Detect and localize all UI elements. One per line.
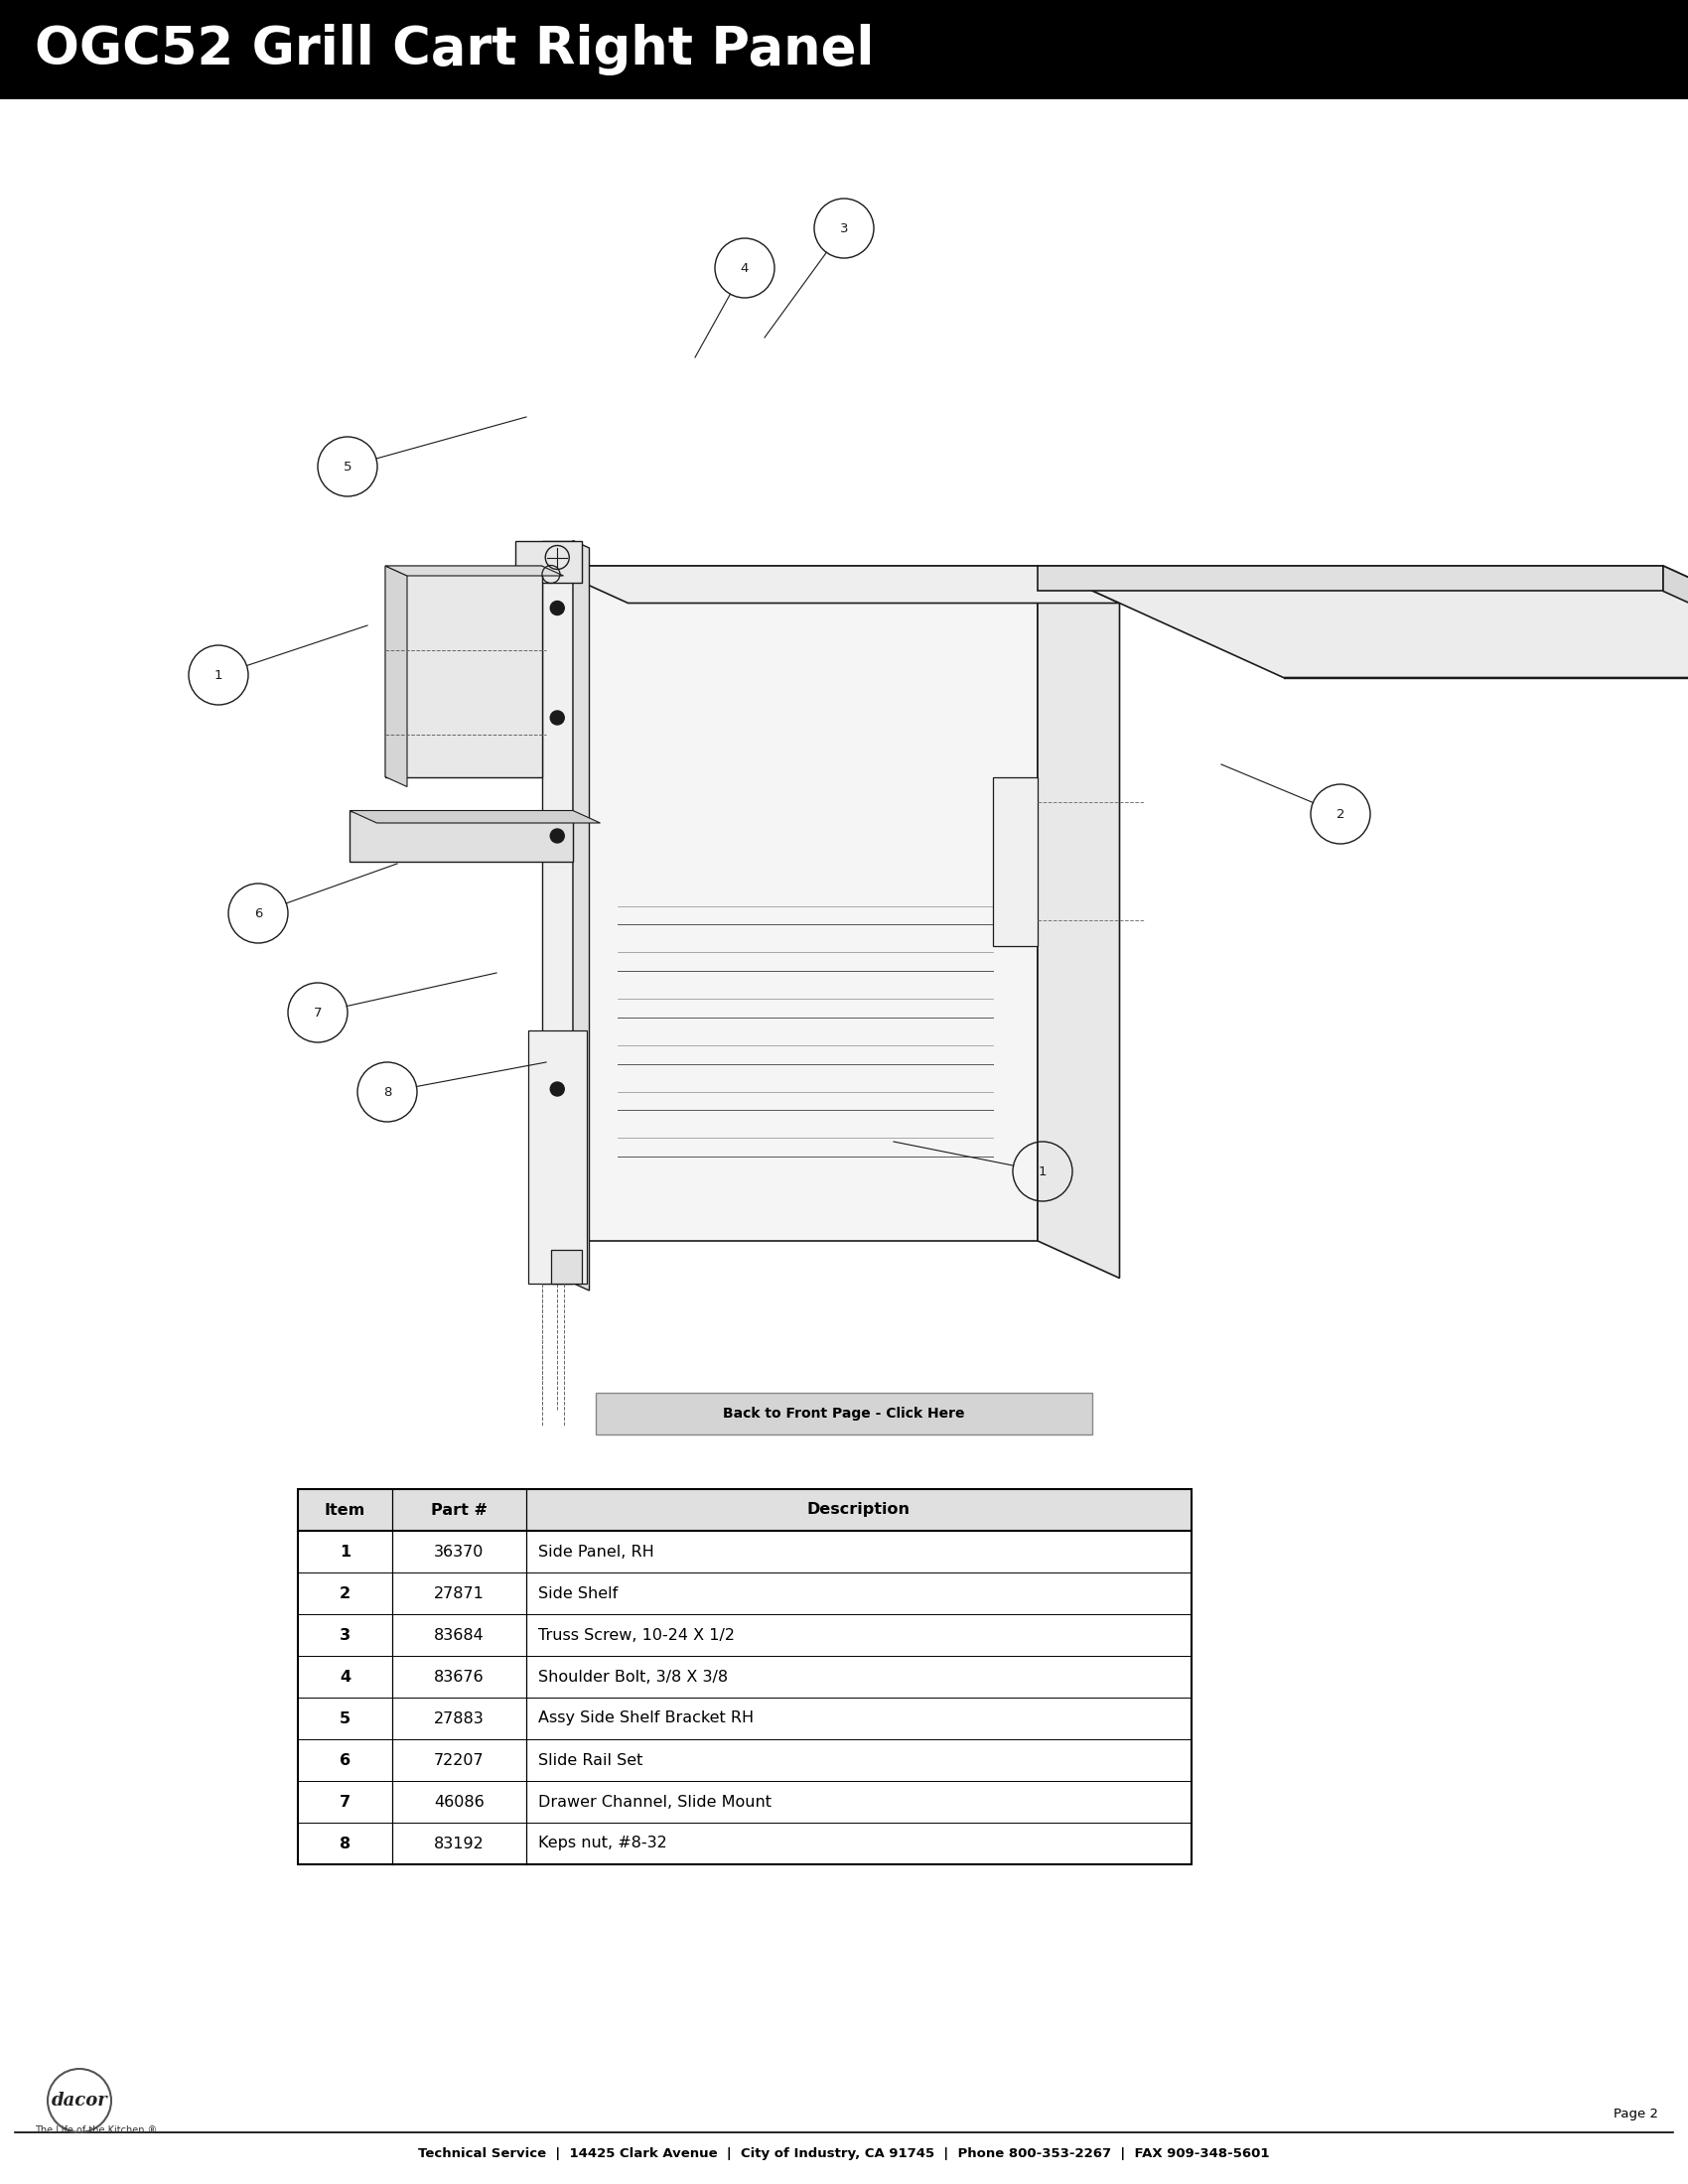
Text: 6: 6 bbox=[253, 906, 262, 919]
Text: 83192: 83192 bbox=[434, 1837, 484, 1852]
Text: 83684: 83684 bbox=[434, 1627, 484, 1642]
Polygon shape bbox=[1038, 566, 1663, 592]
Text: 5: 5 bbox=[343, 461, 351, 474]
Polygon shape bbox=[547, 566, 1038, 1241]
Text: Part #: Part # bbox=[430, 1503, 488, 1518]
Polygon shape bbox=[572, 542, 589, 1291]
Text: 4: 4 bbox=[339, 1669, 351, 1684]
Bar bbox=[297, 1738, 1192, 1780]
Bar bbox=[297, 1489, 1192, 1865]
Text: 6: 6 bbox=[339, 1752, 351, 1767]
Polygon shape bbox=[1038, 566, 1688, 677]
Text: 36370: 36370 bbox=[434, 1544, 484, 1559]
Text: 3: 3 bbox=[339, 1627, 351, 1642]
Text: Keps nut, #8-32: Keps nut, #8-32 bbox=[538, 1837, 667, 1852]
Bar bbox=[297, 1572, 1192, 1614]
Bar bbox=[0, 0, 1688, 98]
Text: 2: 2 bbox=[1337, 808, 1345, 821]
Text: The Life of the Kitchen.®: The Life of the Kitchen.® bbox=[35, 2125, 157, 2136]
Bar bbox=[297, 1614, 1192, 1655]
Polygon shape bbox=[993, 778, 1038, 946]
Text: Truss Screw, 10-24 X 1/2: Truss Screw, 10-24 X 1/2 bbox=[538, 1627, 734, 1642]
Polygon shape bbox=[1038, 566, 1119, 1278]
Text: 1: 1 bbox=[339, 1544, 351, 1559]
Text: 1: 1 bbox=[214, 668, 223, 681]
Polygon shape bbox=[385, 566, 564, 577]
Circle shape bbox=[550, 830, 564, 843]
Text: 8: 8 bbox=[339, 1837, 351, 1852]
Text: Shoulder Bolt, 3/8 X 3/8: Shoulder Bolt, 3/8 X 3/8 bbox=[538, 1669, 728, 1684]
Polygon shape bbox=[349, 810, 601, 823]
Text: 27883: 27883 bbox=[434, 1710, 484, 1725]
Text: Assy Side Shelf Bracket RH: Assy Side Shelf Bracket RH bbox=[538, 1710, 755, 1725]
Text: 5: 5 bbox=[339, 1710, 351, 1725]
Polygon shape bbox=[349, 810, 572, 860]
Text: Page 2: Page 2 bbox=[1614, 2108, 1658, 2121]
Polygon shape bbox=[547, 566, 1119, 603]
Text: Side Shelf: Side Shelf bbox=[538, 1586, 618, 1601]
Bar bbox=[297, 1489, 1192, 1531]
Text: OGC52 Grill Cart Right Panel: OGC52 Grill Cart Right Panel bbox=[35, 24, 874, 76]
Bar bbox=[297, 1780, 1192, 1824]
Text: 83676: 83676 bbox=[434, 1669, 484, 1684]
Text: 27871: 27871 bbox=[434, 1586, 484, 1601]
Text: Back to Front Page - Click Here: Back to Front Page - Click Here bbox=[722, 1406, 966, 1420]
Circle shape bbox=[550, 1081, 564, 1096]
Text: Description: Description bbox=[807, 1503, 910, 1518]
Polygon shape bbox=[528, 1031, 586, 1284]
Bar bbox=[297, 1655, 1192, 1697]
Text: 7: 7 bbox=[339, 1795, 351, 1808]
Text: Side Panel, RH: Side Panel, RH bbox=[538, 1544, 655, 1559]
Polygon shape bbox=[1663, 566, 1688, 703]
Text: dacor: dacor bbox=[51, 2092, 108, 2110]
Polygon shape bbox=[515, 542, 582, 583]
Text: 4: 4 bbox=[741, 262, 749, 275]
Text: Slide Rail Set: Slide Rail Set bbox=[538, 1752, 643, 1767]
Text: 2: 2 bbox=[339, 1586, 351, 1601]
Text: 1: 1 bbox=[1038, 1164, 1047, 1177]
Text: Item: Item bbox=[324, 1503, 366, 1518]
Bar bbox=[297, 1824, 1192, 1865]
Text: 46086: 46086 bbox=[434, 1795, 484, 1808]
Text: 3: 3 bbox=[839, 223, 847, 236]
Bar bbox=[297, 1697, 1192, 1738]
Polygon shape bbox=[550, 1249, 582, 1284]
FancyBboxPatch shape bbox=[596, 1393, 1092, 1435]
Text: 7: 7 bbox=[314, 1007, 322, 1020]
Bar bbox=[297, 1531, 1192, 1572]
Polygon shape bbox=[542, 542, 572, 1284]
Text: Technical Service  |  14425 Clark Avenue  |  City of Industry, CA 91745  |  Phon: Technical Service | 14425 Clark Avenue |… bbox=[419, 2147, 1269, 2160]
Text: Drawer Channel, Slide Mount: Drawer Channel, Slide Mount bbox=[538, 1795, 771, 1808]
Text: 8: 8 bbox=[383, 1085, 392, 1099]
Circle shape bbox=[550, 710, 564, 725]
Circle shape bbox=[550, 601, 564, 616]
Polygon shape bbox=[385, 566, 407, 786]
Text: 72207: 72207 bbox=[434, 1752, 484, 1767]
Polygon shape bbox=[385, 566, 542, 778]
